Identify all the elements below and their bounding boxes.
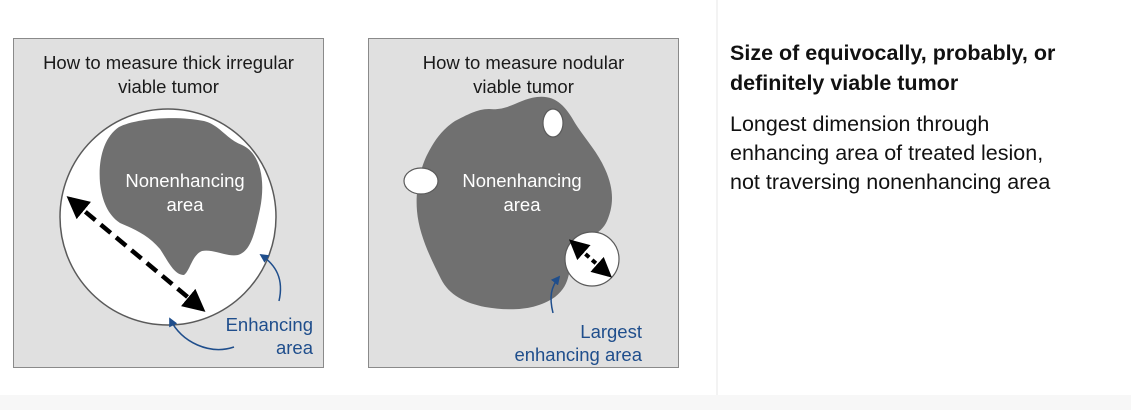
panel-nodular-illustration — [403, 96, 620, 314]
panel-thick-irregular-title: How to measure thick irregular viable tu… — [43, 52, 294, 97]
nonenhancing-area-label: Nonenhancing area — [125, 170, 245, 215]
description-heading: Size of equivocally, probably, or defini… — [730, 41, 1056, 95]
description-body: Longest dimension through enhancing area… — [730, 112, 1051, 194]
annotation-arrow-nodule — [550, 275, 561, 314]
nonenhancing-area-label: Nonenhancing area — [462, 170, 582, 215]
measurement-arrow — [66, 196, 206, 312]
description-block: Size of equivocally, probably, or defini… — [730, 38, 1120, 197]
largest-enhancing-nodule — [564, 231, 620, 287]
panel-thick-irregular: How to measure thick irregular viable tu… — [13, 38, 324, 368]
enhancing-area-label: Enhancing area — [225, 314, 313, 358]
largest-enhancing-area-label: Largest enhancing area — [514, 321, 642, 365]
bottom-strip — [0, 395, 1131, 410]
column-divider — [716, 0, 718, 395]
panel-nodular-title: How to measure nodular viable tumor — [422, 52, 625, 97]
small-nodule-top — [542, 108, 564, 138]
annotation-arrow-rim-right — [259, 254, 282, 302]
panel-nodular: How to measure nodular viable tumor None… — [368, 38, 679, 368]
panel-thick-irregular-illustration — [59, 108, 282, 351]
annotation-arrow-rim-bottom — [169, 317, 235, 351]
small-nodule-left — [403, 167, 439, 195]
tumor-shape — [416, 96, 612, 310]
